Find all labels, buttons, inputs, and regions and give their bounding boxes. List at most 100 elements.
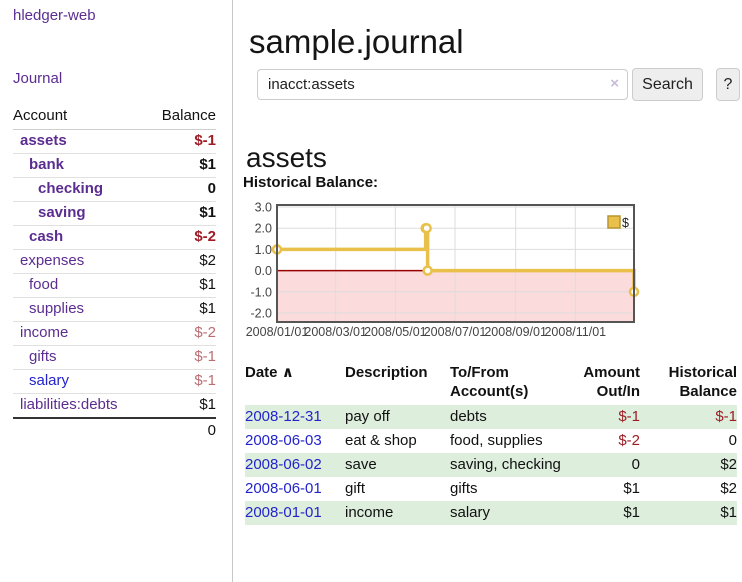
svg-text:2008/05/01: 2008/05/01 [364, 325, 427, 339]
svg-text:$: $ [622, 216, 629, 230]
account-link-salary[interactable]: salary [29, 372, 70, 389]
transaction-amount: $-1 [618, 408, 640, 425]
historical-balance-chart: 3.0 2.0 1.0 0.0 -1.0 -2.0 2008/01/01 2008/03/01… [240, 200, 742, 345]
chart-canvas: 3.0 2.0 1.0 0.0 -1.0 -2.0 2008/01/012008/03/01… [246, 201, 640, 339]
svg-text:2008/01/01: 2008/01/01 [246, 325, 309, 339]
account-balance: $1 [199, 156, 216, 173]
date-column-header[interactable]: Date ∧ [245, 363, 345, 382]
search-help-button[interactable]: ? [716, 68, 740, 101]
svg-text:2008/09/01: 2008/09/01 [484, 325, 547, 339]
transaction-accounts: saving, checking [450, 456, 561, 473]
transaction-accounts: food, supplies [450, 432, 543, 449]
account-balance: $2 [199, 252, 216, 269]
svg-text:0.0: 0.0 [255, 264, 272, 278]
sidebar: hledger-web Journal Account Balance asse… [0, 0, 233, 582]
transaction-amount: $1 [623, 480, 640, 497]
account-link-supplies[interactable]: supplies [29, 300, 85, 317]
transaction-balance: 0 [728, 432, 737, 449]
accounts-tree-rows: assets $-1 bank $1 checking 0 saving $1 cash $-2 e… [13, 130, 216, 417]
account-balance: $-2 [194, 228, 216, 245]
description-column-header: Description [345, 364, 428, 381]
transaction-description: eat & shop [345, 432, 417, 449]
register-table: Date ∧ Description To/From Account(s) Am… [245, 363, 737, 525]
account-link-gifts[interactable]: gifts [29, 348, 57, 365]
account-link-saving[interactable]: saving [38, 204, 86, 221]
account-balance: $-1 [194, 132, 216, 149]
account-balance: $1 [199, 300, 216, 317]
transaction-amount: 0 [631, 456, 640, 473]
transaction-date-link[interactable]: 2008-01-01 [245, 504, 322, 521]
svg-text:1.0: 1.0 [255, 243, 272, 257]
transaction-balance: $1 [720, 504, 737, 521]
transaction-row: 2008-06-02 save saving, checking 0 $2 [245, 453, 737, 477]
svg-text:2008/11/01: 2008/11/01 [544, 325, 606, 339]
account-heading: assets [246, 142, 327, 174]
account-link-liabilities:debts[interactable]: liabilities:debts [20, 396, 118, 413]
clear-search-icon[interactable]: × [610, 75, 619, 92]
account-link-food[interactable]: food [29, 276, 59, 293]
accounts-column-header: To/From Account(s) [450, 364, 529, 400]
account-link-assets[interactable]: assets [20, 132, 67, 149]
transaction-date-link[interactable]: 2008-06-01 [245, 480, 322, 497]
transaction-accounts: debts [450, 408, 487, 425]
account-row: income $-2 [13, 322, 216, 346]
account-row: saving $1 [13, 202, 216, 226]
account-balance: $1 [199, 204, 216, 221]
search-box: × [257, 69, 628, 100]
register-header-row: Date ∧ Description To/From Account(s) Am… [245, 363, 737, 401]
transaction-row: 2008-01-01 income salary $1 $1 [245, 501, 737, 525]
transaction-accounts: salary [450, 504, 491, 521]
chart-title: Historical Balance: [243, 174, 379, 191]
transaction-accounts: gifts [450, 480, 478, 497]
transaction-date-link[interactable]: 2008-12-31 [245, 408, 322, 425]
balance-column-header: Historical Balance [668, 364, 737, 400]
transaction-amount: $1 [623, 504, 640, 521]
transaction-description: save [345, 456, 377, 473]
account-row: bank $1 [13, 154, 216, 178]
transaction-row: 2008-06-01 gift gifts $1 $2 [245, 477, 737, 501]
account-balance: $1 [199, 396, 216, 413]
account-row: cash $-2 [13, 226, 216, 250]
account-balance: $-1 [194, 348, 216, 365]
accounts-tree: Account Balance assets $-1 bank $1 checking 0… [13, 103, 216, 443]
transaction-description: income [345, 504, 394, 521]
svg-text:2008/03/01: 2008/03/01 [304, 325, 367, 339]
account-link-bank[interactable]: bank [29, 156, 65, 173]
transaction-date-link[interactable]: 2008-06-02 [245, 456, 322, 473]
account-link-cash[interactable]: cash [29, 228, 64, 245]
transaction-balance: $2 [720, 456, 737, 473]
account-balance: 0 [207, 180, 216, 197]
account-row: supplies $1 [13, 298, 216, 322]
account-balance: $1 [199, 276, 216, 293]
account-link-income[interactable]: income [20, 324, 69, 341]
account-row: expenses $2 [13, 250, 216, 274]
transaction-row: 2008-12-31 pay off debts $-1 $-1 [245, 405, 737, 429]
account-link-checking[interactable]: checking [38, 180, 104, 197]
account-row: salary $-1 [13, 370, 216, 394]
page-title: sample.journal [249, 23, 464, 61]
search-form: × Search ? [257, 68, 740, 101]
svg-text:-2.0: -2.0 [250, 307, 272, 321]
transaction-row: 2008-06-03 eat & shop food, supplies $-2 0 [245, 429, 737, 453]
register-rows: 2008-12-31 pay off debts $-1 $-1 2008-06-03 ea… [245, 405, 737, 525]
account-row: assets $-1 [13, 130, 216, 154]
transaction-balance: $-1 [715, 408, 737, 425]
account-link-expenses[interactable]: expenses [20, 252, 85, 269]
amount-column-header: Amount Out/In [583, 364, 640, 400]
account-row: checking 0 [13, 178, 216, 202]
search-input[interactable] [257, 69, 628, 100]
sidebar-item-journal[interactable]: Journal [13, 70, 63, 87]
sort-asc-icon: ∧ [281, 364, 294, 381]
app-brand-link[interactable]: hledger-web [13, 7, 96, 24]
accounts-total-value: 0 [207, 422, 216, 439]
account-balance: $-2 [194, 324, 216, 341]
search-button[interactable]: Search [632, 68, 703, 101]
transaction-description: pay off [345, 408, 390, 425]
accounts-total-row: 0 [13, 417, 216, 443]
transaction-amount: $-2 [618, 432, 640, 449]
date-header-label: Date [245, 364, 278, 381]
transaction-date-link[interactable]: 2008-06-03 [245, 432, 322, 449]
transaction-description: gift [345, 480, 366, 497]
account-row: food $1 [13, 274, 216, 298]
